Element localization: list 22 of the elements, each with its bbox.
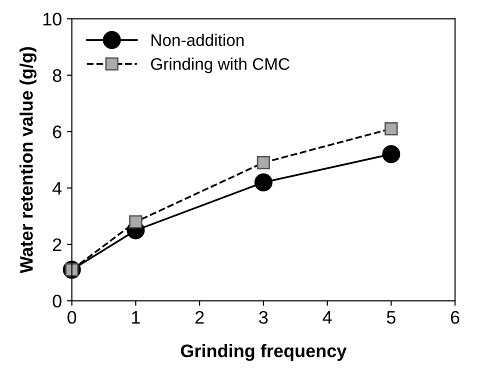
y-tick-label: 10 xyxy=(43,12,62,26)
x-tick-label: 5 xyxy=(386,311,396,324)
x-axis-title: Grinding frequency xyxy=(180,344,347,361)
y-tick-label: 8 xyxy=(52,69,62,82)
y-tick-label: 2 xyxy=(52,238,62,251)
y-axis-title: Water retention value (g/g) xyxy=(20,47,36,274)
legend-label: Non-addition xyxy=(152,34,244,46)
y-tick-label: 0 xyxy=(52,294,62,308)
y-tick-label: 6 xyxy=(53,126,62,138)
x-tick-label: 4 xyxy=(322,311,332,324)
point xyxy=(129,215,142,228)
x-tick-label: 2 xyxy=(195,311,204,324)
point xyxy=(382,145,400,164)
legend-label: Grinding with CMC xyxy=(151,58,290,74)
x-tick-label: 6 xyxy=(450,311,460,324)
point xyxy=(384,122,398,136)
x-tick-label: 1 xyxy=(132,311,140,324)
point xyxy=(256,156,270,170)
x-tick-label: 3 xyxy=(259,311,268,324)
point xyxy=(254,173,272,192)
y-tick-label: 4 xyxy=(52,182,62,195)
x-tick-label: 0 xyxy=(68,311,76,324)
